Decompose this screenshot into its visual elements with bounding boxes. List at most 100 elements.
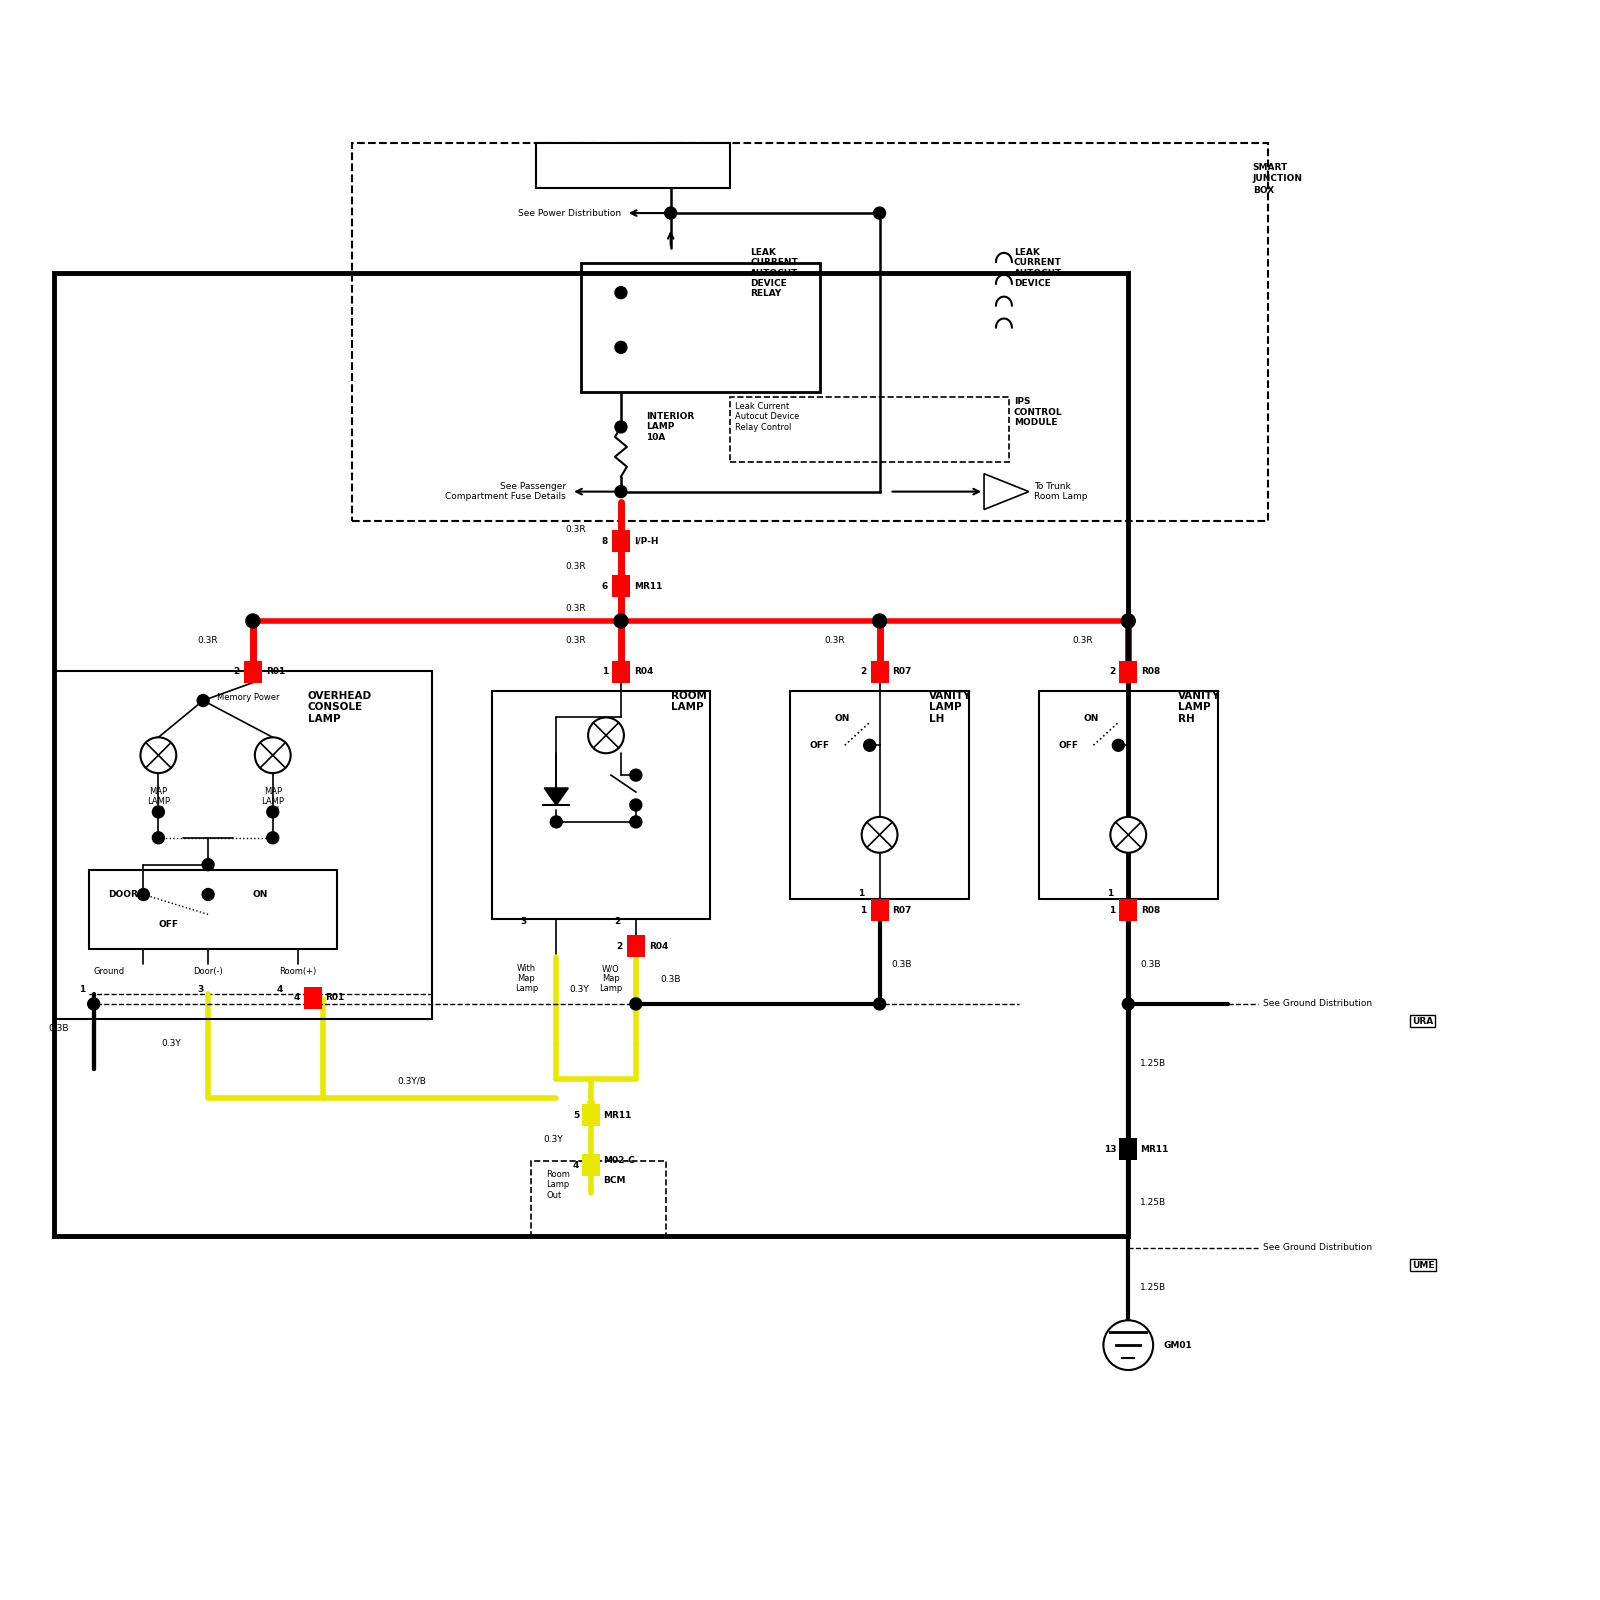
Text: 4: 4 xyxy=(293,994,299,1003)
Text: I/P-H: I/P-H xyxy=(634,538,658,546)
Text: 13: 13 xyxy=(1104,1144,1117,1154)
Text: 1: 1 xyxy=(80,984,86,994)
Bar xyxy=(1120,661,1138,683)
Circle shape xyxy=(874,206,885,219)
Text: OVERHEAD
CONSOLE
LAMP: OVERHEAD CONSOLE LAMP xyxy=(307,691,371,723)
Text: 1: 1 xyxy=(859,890,864,898)
FancyBboxPatch shape xyxy=(536,144,730,189)
Bar xyxy=(870,661,888,683)
Text: MAP
LAMP
RH: MAP LAMP RH xyxy=(261,787,285,816)
Text: M02-C: M02-C xyxy=(603,1155,635,1165)
Text: R01: R01 xyxy=(266,667,285,677)
Text: URA: URA xyxy=(1411,1018,1434,1026)
Polygon shape xyxy=(544,789,568,805)
Text: IPS
CONTROL
MODULE: IPS CONTROL MODULE xyxy=(1014,397,1062,427)
Text: A: A xyxy=(992,486,1000,496)
Bar xyxy=(54,670,432,1019)
Circle shape xyxy=(267,832,278,843)
Text: GM01: GM01 xyxy=(1163,1341,1192,1350)
Bar xyxy=(304,987,322,1010)
Text: ROOM
LAMP: ROOM LAMP xyxy=(670,691,707,712)
Circle shape xyxy=(138,888,149,901)
Circle shape xyxy=(1104,1320,1154,1370)
Text: 0.3R: 0.3R xyxy=(565,525,586,534)
Text: Door(-): Door(-) xyxy=(194,966,222,976)
Text: Room
Lamp
Out: Room Lamp Out xyxy=(546,1170,570,1200)
Bar xyxy=(627,936,645,957)
Circle shape xyxy=(630,998,642,1010)
Bar xyxy=(611,661,630,683)
Text: DOOR: DOOR xyxy=(109,890,139,899)
Text: 2: 2 xyxy=(616,942,622,950)
Circle shape xyxy=(254,738,291,773)
Text: 0.3B: 0.3B xyxy=(1141,960,1160,968)
Text: 1: 1 xyxy=(1107,890,1114,898)
Text: 3: 3 xyxy=(197,984,203,994)
Circle shape xyxy=(141,738,176,773)
Circle shape xyxy=(664,206,677,219)
Bar xyxy=(581,262,819,392)
Text: W/O
Map
Lamp: W/O Map Lamp xyxy=(600,965,622,992)
Text: LEAK
CURRENT
AUTOCUT
DEVICE
RELAY: LEAK CURRENT AUTOCUT DEVICE RELAY xyxy=(750,248,798,299)
Text: 1: 1 xyxy=(1109,906,1115,915)
Bar xyxy=(790,691,970,899)
Text: 1.25B: 1.25B xyxy=(1141,1198,1166,1208)
Circle shape xyxy=(202,888,214,901)
Bar xyxy=(611,531,630,552)
Text: See Power Distribution: See Power Distribution xyxy=(518,208,621,218)
Text: INTERIOR
LAMP
10A: INTERIOR LAMP 10A xyxy=(646,413,694,442)
Text: 1.25B: 1.25B xyxy=(1141,1059,1166,1069)
Text: 0.3Y: 0.3Y xyxy=(162,1040,181,1048)
Text: MR11: MR11 xyxy=(1141,1144,1168,1154)
Text: 6: 6 xyxy=(602,582,608,590)
Text: 4: 4 xyxy=(573,1160,579,1170)
Text: 2: 2 xyxy=(861,667,867,677)
Text: R08: R08 xyxy=(1141,667,1160,677)
Text: R07: R07 xyxy=(893,906,912,915)
Circle shape xyxy=(872,614,886,627)
Bar xyxy=(1038,691,1218,899)
Text: 0.3R: 0.3R xyxy=(197,637,218,645)
Bar xyxy=(531,1162,666,1235)
Bar xyxy=(611,574,630,597)
Text: 2: 2 xyxy=(234,667,240,677)
Circle shape xyxy=(614,614,627,627)
Text: R08: R08 xyxy=(1141,906,1160,915)
Text: With
Map
Lamp: With Map Lamp xyxy=(515,965,538,992)
Text: VANITY
LAMP
RH: VANITY LAMP RH xyxy=(1178,691,1221,723)
Circle shape xyxy=(630,816,642,827)
Text: 0.3R: 0.3R xyxy=(824,637,845,645)
Bar xyxy=(352,144,1267,522)
Text: BCM: BCM xyxy=(603,1176,626,1186)
Text: UME: UME xyxy=(1411,1261,1434,1269)
Bar xyxy=(54,272,1128,1235)
Text: ON: ON xyxy=(835,714,850,723)
Circle shape xyxy=(152,832,165,843)
Circle shape xyxy=(88,998,99,1010)
Text: To Trunk
Room Lamp: To Trunk Room Lamp xyxy=(1034,482,1088,501)
Circle shape xyxy=(197,694,210,707)
Polygon shape xyxy=(984,474,1029,509)
Bar xyxy=(582,1154,600,1176)
Bar xyxy=(243,661,262,683)
Text: 5: 5 xyxy=(573,1110,579,1120)
Text: OFF: OFF xyxy=(1059,741,1078,750)
Circle shape xyxy=(614,421,627,434)
Text: 0.3R: 0.3R xyxy=(1074,637,1093,645)
Text: 1: 1 xyxy=(602,667,608,677)
Text: 1.25B: 1.25B xyxy=(1141,1283,1166,1291)
Text: See Passenger
Compartment Fuse Details: See Passenger Compartment Fuse Details xyxy=(445,482,566,501)
Text: MR11: MR11 xyxy=(634,582,662,590)
Circle shape xyxy=(864,739,875,752)
Text: 3: 3 xyxy=(520,917,526,926)
Text: 2: 2 xyxy=(1109,667,1115,677)
Text: R01: R01 xyxy=(325,994,344,1003)
Circle shape xyxy=(630,798,642,811)
Text: R04: R04 xyxy=(634,667,653,677)
Text: 0.3B: 0.3B xyxy=(891,960,912,968)
Text: ON: ON xyxy=(1083,714,1099,723)
Circle shape xyxy=(1122,614,1136,627)
Text: 0.3B: 0.3B xyxy=(48,1024,69,1034)
Circle shape xyxy=(1110,818,1146,853)
Text: OFF: OFF xyxy=(158,920,178,930)
